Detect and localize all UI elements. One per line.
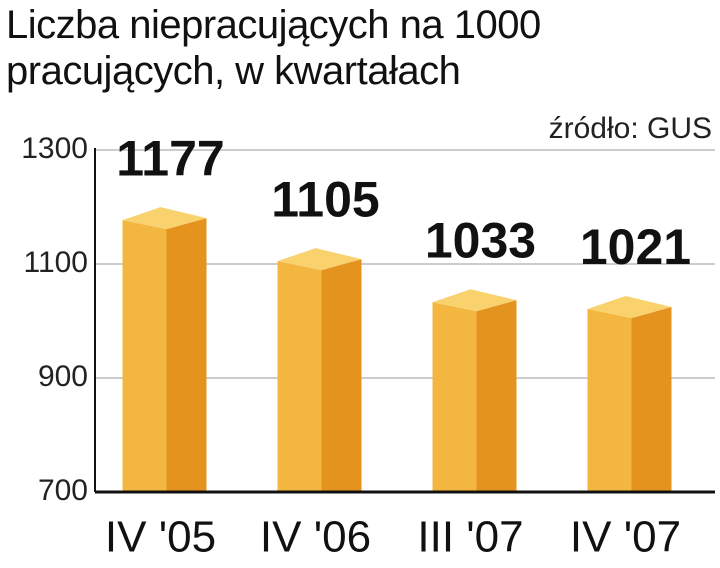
bar-front bbox=[432, 302, 477, 492]
bar-front bbox=[277, 261, 322, 492]
bar-top bbox=[587, 296, 672, 319]
bar-side bbox=[321, 259, 362, 492]
x-tick-label: IV '05 bbox=[105, 513, 216, 562]
bar bbox=[432, 289, 517, 492]
x-tick-label: III '07 bbox=[417, 513, 523, 562]
bar-top bbox=[122, 207, 207, 230]
bar bbox=[277, 248, 362, 492]
y-tick-label: 900 bbox=[38, 360, 88, 393]
value-label: 1105 bbox=[271, 171, 379, 227]
y-tick-label: 1100 bbox=[23, 246, 88, 279]
value-label: 1177 bbox=[116, 130, 224, 186]
value-label: 1033 bbox=[425, 212, 536, 268]
source: źródło: GUS bbox=[549, 112, 712, 145]
chart-title: Liczba niepracujących na 1000 pracującyc… bbox=[6, 3, 541, 93]
y-tick-label: 1300 bbox=[21, 132, 88, 165]
value-label: 1021 bbox=[580, 219, 691, 275]
y-tick-label: 700 bbox=[38, 474, 88, 507]
bar bbox=[587, 296, 672, 492]
x-tick-label: IV '07 bbox=[570, 513, 681, 562]
bar-side bbox=[476, 300, 517, 492]
bar-front bbox=[122, 220, 167, 493]
bar-side bbox=[631, 307, 672, 492]
x-tick-label: IV '06 bbox=[260, 513, 371, 562]
bar bbox=[122, 207, 207, 493]
bar-front bbox=[587, 309, 632, 492]
bar-side bbox=[166, 218, 207, 493]
bar-top bbox=[277, 248, 362, 271]
bar-top bbox=[432, 289, 517, 312]
